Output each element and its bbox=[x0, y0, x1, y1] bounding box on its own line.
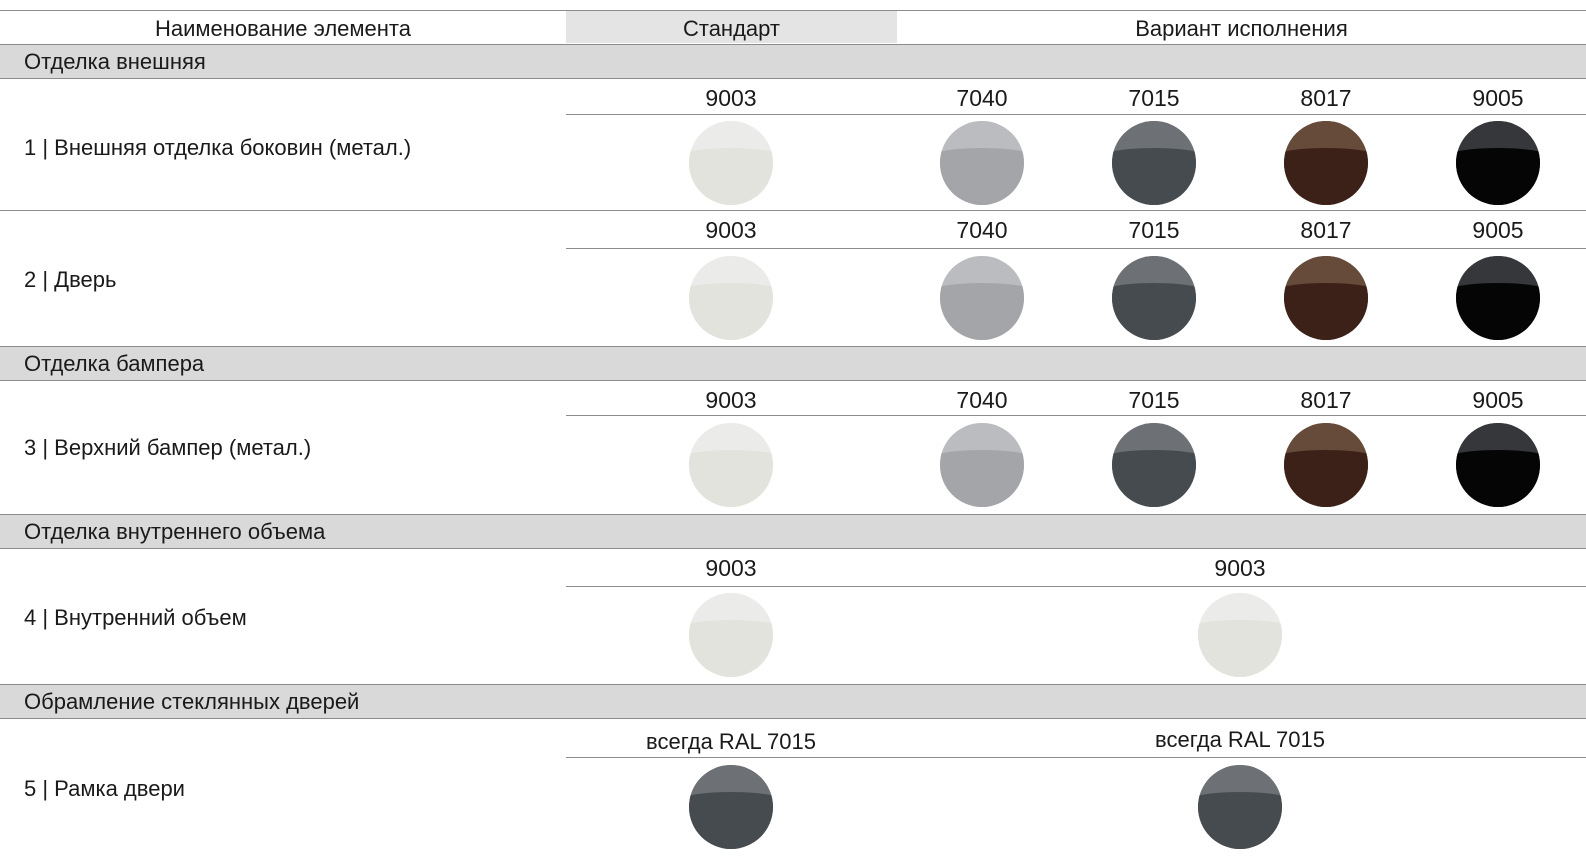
variant-code: 8017 bbox=[1300, 387, 1352, 413]
color-swatch bbox=[1198, 765, 1282, 849]
color-swatch bbox=[1284, 256, 1368, 340]
color-swatch bbox=[1198, 593, 1282, 677]
color-swatch bbox=[1112, 256, 1196, 340]
color-swatch bbox=[1112, 121, 1196, 205]
color-swatch bbox=[1112, 423, 1196, 507]
variant-code: 9003 bbox=[1214, 555, 1266, 581]
variant-code: 8017 bbox=[1300, 217, 1352, 243]
color-swatch bbox=[1284, 121, 1368, 205]
variant-code: всегда RAL 7015 bbox=[1155, 727, 1325, 752]
color-swatch bbox=[940, 423, 1024, 507]
element-label-4: 4 | Внутренний объем bbox=[24, 605, 247, 630]
color-swatch bbox=[689, 256, 773, 340]
section-title: Отделка бампера bbox=[24, 351, 205, 376]
element-label-5: 5 | Рамка двери bbox=[24, 776, 185, 801]
section-band-interior: Отделка внутреннего объема bbox=[0, 514, 1586, 549]
standard-code: 9003 bbox=[705, 555, 757, 581]
color-swatch bbox=[1284, 423, 1368, 507]
color-swatch bbox=[1456, 121, 1540, 205]
standard-header-band bbox=[566, 11, 897, 43]
column-header-standard: Стандарт bbox=[682, 16, 780, 41]
element-label-3: 3 | Верхний бампер (метал.) bbox=[24, 435, 312, 460]
code-underline bbox=[566, 415, 1586, 416]
code-underline bbox=[566, 586, 1586, 587]
element-label-2: 2 | Дверь bbox=[24, 267, 117, 292]
color-swatch bbox=[689, 121, 773, 205]
section-band-glass-door-frame: Обрамление стеклянных дверей bbox=[0, 684, 1586, 719]
color-swatch bbox=[689, 593, 773, 677]
section-band-exterior: Отделка внешняя bbox=[0, 44, 1586, 79]
variant-code: 7040 bbox=[956, 85, 1008, 111]
variant-code: 7015 bbox=[1128, 85, 1180, 111]
color-swatch bbox=[1456, 423, 1540, 507]
section-title: Отделка внешняя bbox=[24, 49, 206, 74]
row-divider bbox=[0, 210, 1586, 211]
variant-code: 7015 bbox=[1128, 217, 1180, 243]
color-swatch bbox=[1456, 256, 1540, 340]
code-underline bbox=[566, 757, 1586, 758]
standard-code: всегда RAL 7015 bbox=[646, 729, 816, 754]
section-title: Обрамление стеклянных дверей bbox=[24, 689, 360, 714]
variant-code: 7040 bbox=[956, 217, 1008, 243]
variant-code: 9005 bbox=[1472, 217, 1524, 243]
color-swatch bbox=[940, 121, 1024, 205]
standard-code: 9003 bbox=[705, 85, 757, 111]
variant-code: 9005 bbox=[1472, 85, 1524, 111]
section-title: Отделка внутреннего объема bbox=[24, 519, 326, 544]
standard-code: 9003 bbox=[705, 217, 757, 243]
element-label-1: 1 | Внешняя отделка боковин (метал.) bbox=[24, 135, 412, 160]
section-band-bumper: Отделка бампера bbox=[0, 346, 1586, 381]
code-underline bbox=[566, 248, 1586, 249]
color-swatch bbox=[940, 256, 1024, 340]
variant-code: 7015 bbox=[1128, 387, 1180, 413]
code-underline bbox=[566, 114, 1586, 115]
variant-code: 8017 bbox=[1300, 85, 1352, 111]
column-header-element: Наименование элемента bbox=[154, 16, 411, 41]
standard-code: 9003 bbox=[705, 387, 757, 413]
variant-code: 9005 bbox=[1472, 387, 1524, 413]
color-swatch bbox=[689, 423, 773, 507]
column-header-variant: Вариант исполнения bbox=[1135, 16, 1348, 41]
table-top-rule bbox=[0, 10, 1586, 11]
variant-code: 7040 bbox=[956, 387, 1008, 413]
color-swatch bbox=[689, 765, 773, 849]
